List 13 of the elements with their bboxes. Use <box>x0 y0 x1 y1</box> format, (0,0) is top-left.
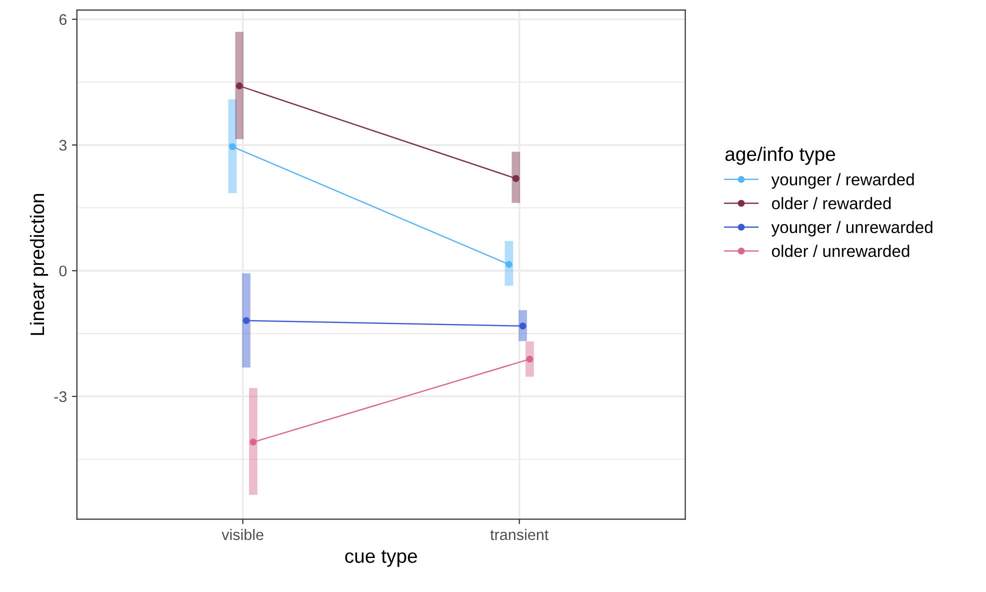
x-tick-label: transient <box>490 528 549 540</box>
y-tick-label: 0 <box>59 266 67 276</box>
y-tick-label: 3 <box>59 140 67 151</box>
y-tick-label: -3 <box>54 391 67 402</box>
legend-label: younger / unrewarded <box>771 220 932 236</box>
y-axis-title: Linear prediction <box>30 194 48 335</box>
y-tick-label: 6 <box>59 14 67 25</box>
legend-title: age/info type <box>725 146 836 165</box>
legend-label: older / rewarded <box>772 197 891 210</box>
x-axis-title: cue type <box>345 550 417 567</box>
x-tick-label: visible <box>222 528 264 540</box>
legend-label: younger / rewarded <box>771 173 914 189</box>
legend-label: older / unrewarded <box>772 244 910 258</box>
